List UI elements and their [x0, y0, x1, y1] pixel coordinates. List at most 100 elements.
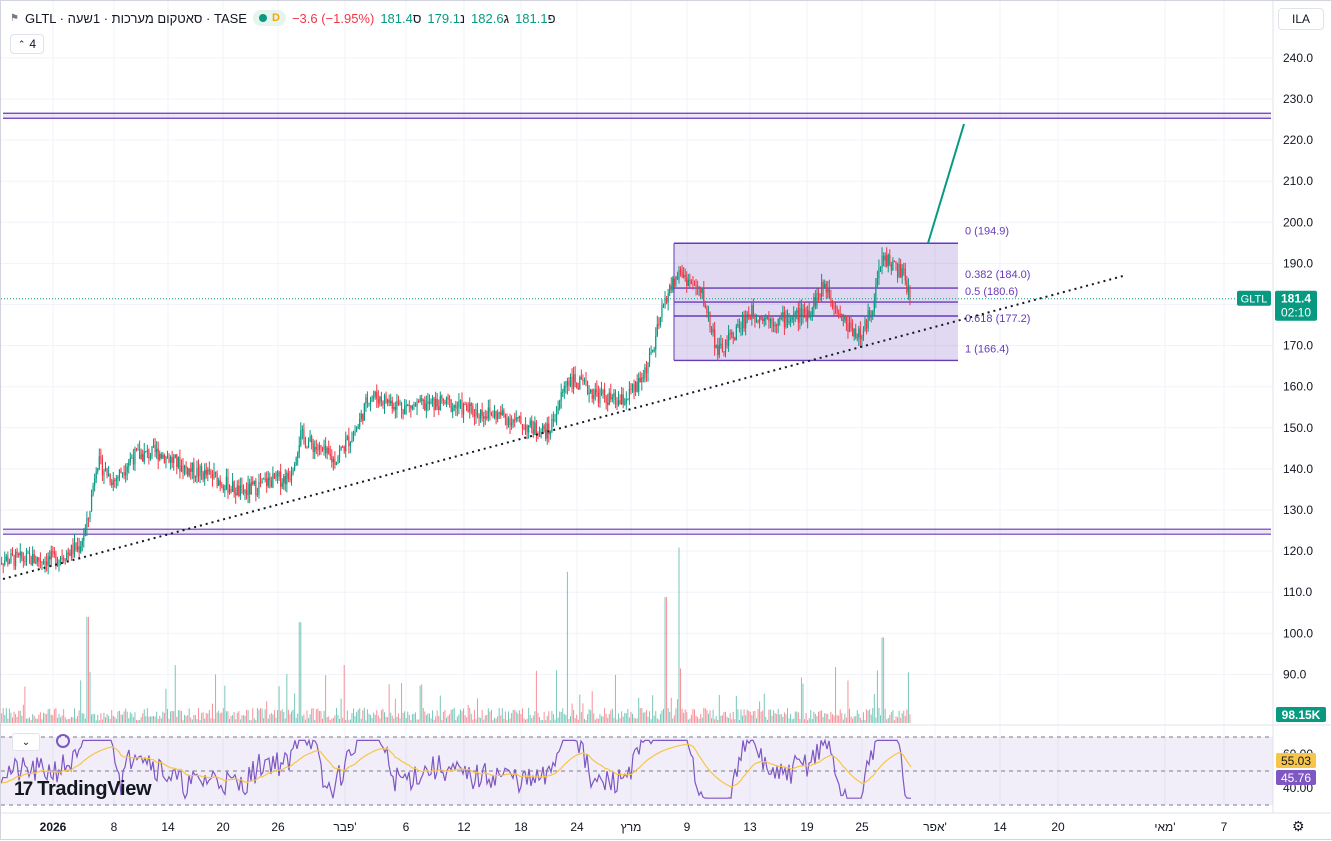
candle-body — [498, 412, 500, 414]
candle-body — [697, 287, 699, 289]
time-tick: 20 — [216, 820, 230, 834]
candle-body — [520, 416, 522, 425]
candle-body — [607, 402, 609, 405]
candle-body — [396, 400, 398, 410]
horizontal-levels[interactable] — [3, 112, 1271, 535]
candle-body — [30, 556, 32, 565]
indicators-toggle-button[interactable]: ⌃ 4 — [10, 34, 44, 54]
candle-body — [466, 404, 468, 411]
candle-body — [718, 344, 720, 356]
candle-body — [833, 305, 835, 308]
candle-body — [707, 311, 710, 313]
candle-body — [776, 325, 778, 327]
candle-body — [675, 276, 677, 286]
candle-body — [480, 409, 482, 419]
candle-body — [188, 468, 190, 476]
candle-body — [529, 420, 531, 426]
candle-body — [182, 465, 184, 473]
candle-body — [690, 281, 692, 285]
candle-body — [343, 447, 345, 452]
drawings[interactable] — [1, 123, 1273, 580]
gear-icon[interactable]: ⚙ — [1292, 818, 1305, 834]
candle-body — [281, 482, 283, 487]
candle-body — [483, 415, 485, 419]
candle-body — [568, 380, 570, 386]
candle-body — [664, 298, 666, 306]
candle-body — [380, 396, 382, 402]
candle-body — [571, 376, 573, 389]
candle-body — [456, 407, 458, 409]
candle-body — [359, 418, 361, 427]
candle-body — [766, 316, 768, 319]
candle-body — [622, 394, 624, 405]
candle-body — [749, 317, 751, 320]
candle-body — [75, 542, 77, 550]
volume-bars — [1, 547, 911, 723]
candle-body — [633, 384, 635, 393]
candle-body — [834, 307, 837, 309]
rsi-ma-label: 55.03 — [1281, 754, 1311, 768]
candle-body — [656, 324, 658, 336]
candle-body — [900, 263, 902, 278]
candle-body — [63, 558, 65, 560]
candle-body — [371, 397, 373, 400]
candle-body — [338, 450, 341, 458]
candle-body — [869, 309, 871, 318]
candle-body — [87, 518, 90, 520]
candle-body — [228, 488, 231, 493]
candle-body — [489, 407, 491, 412]
candle-body — [118, 470, 121, 478]
candle-body — [422, 399, 424, 401]
candle-body — [140, 454, 142, 459]
candle-body — [306, 446, 308, 448]
candle-body — [201, 465, 203, 473]
candle-body — [444, 401, 446, 404]
candle-body — [388, 399, 390, 404]
candle-body — [856, 337, 858, 339]
rsi-ma-label-bg — [1276, 753, 1316, 768]
candle-body — [597, 392, 599, 403]
candle-body — [59, 557, 62, 560]
currency-button[interactable]: ILA — [1278, 8, 1324, 30]
rsi-settings-icon[interactable] — [56, 734, 70, 748]
candle-body — [746, 314, 748, 318]
candle-body — [19, 551, 21, 556]
rsi-collapse-button[interactable]: ⌄ — [12, 733, 40, 751]
candle-body — [168, 457, 170, 463]
candle-body — [681, 272, 683, 278]
market-status-badge[interactable]: D — [252, 10, 286, 26]
candle-body — [655, 335, 657, 350]
candle-body — [576, 382, 578, 388]
candle-body — [458, 401, 460, 408]
rsi-line — [1, 738, 911, 800]
candle-body — [673, 278, 675, 286]
candle-body — [760, 316, 762, 320]
candle-body — [15, 551, 17, 567]
candle-body — [573, 374, 575, 389]
candle-body — [78, 546, 80, 553]
candle-body — [706, 307, 708, 313]
candle-body — [566, 380, 568, 386]
candle-body — [867, 309, 869, 329]
candle-body — [817, 293, 820, 295]
candle-body — [179, 457, 181, 472]
candle-body — [538, 435, 541, 437]
candle-body — [208, 469, 210, 472]
candle-body — [264, 478, 266, 480]
candle-body — [590, 389, 592, 393]
candle-body — [842, 320, 844, 322]
tradingview-logo[interactable]: 17 TradingView — [14, 778, 152, 801]
candle-body — [315, 446, 317, 450]
candle-body — [47, 556, 49, 566]
candle-body — [25, 553, 28, 562]
candle-body — [870, 316, 872, 318]
candle-body — [847, 323, 849, 332]
candle-body — [273, 473, 276, 479]
candle-body — [559, 400, 561, 408]
candle-body — [659, 317, 661, 325]
candle-body — [670, 285, 672, 290]
symbol-title[interactable]: GLTL · סאטקום מערכות · 1שעה · TASE — [24, 10, 247, 26]
candle-body — [345, 439, 347, 452]
